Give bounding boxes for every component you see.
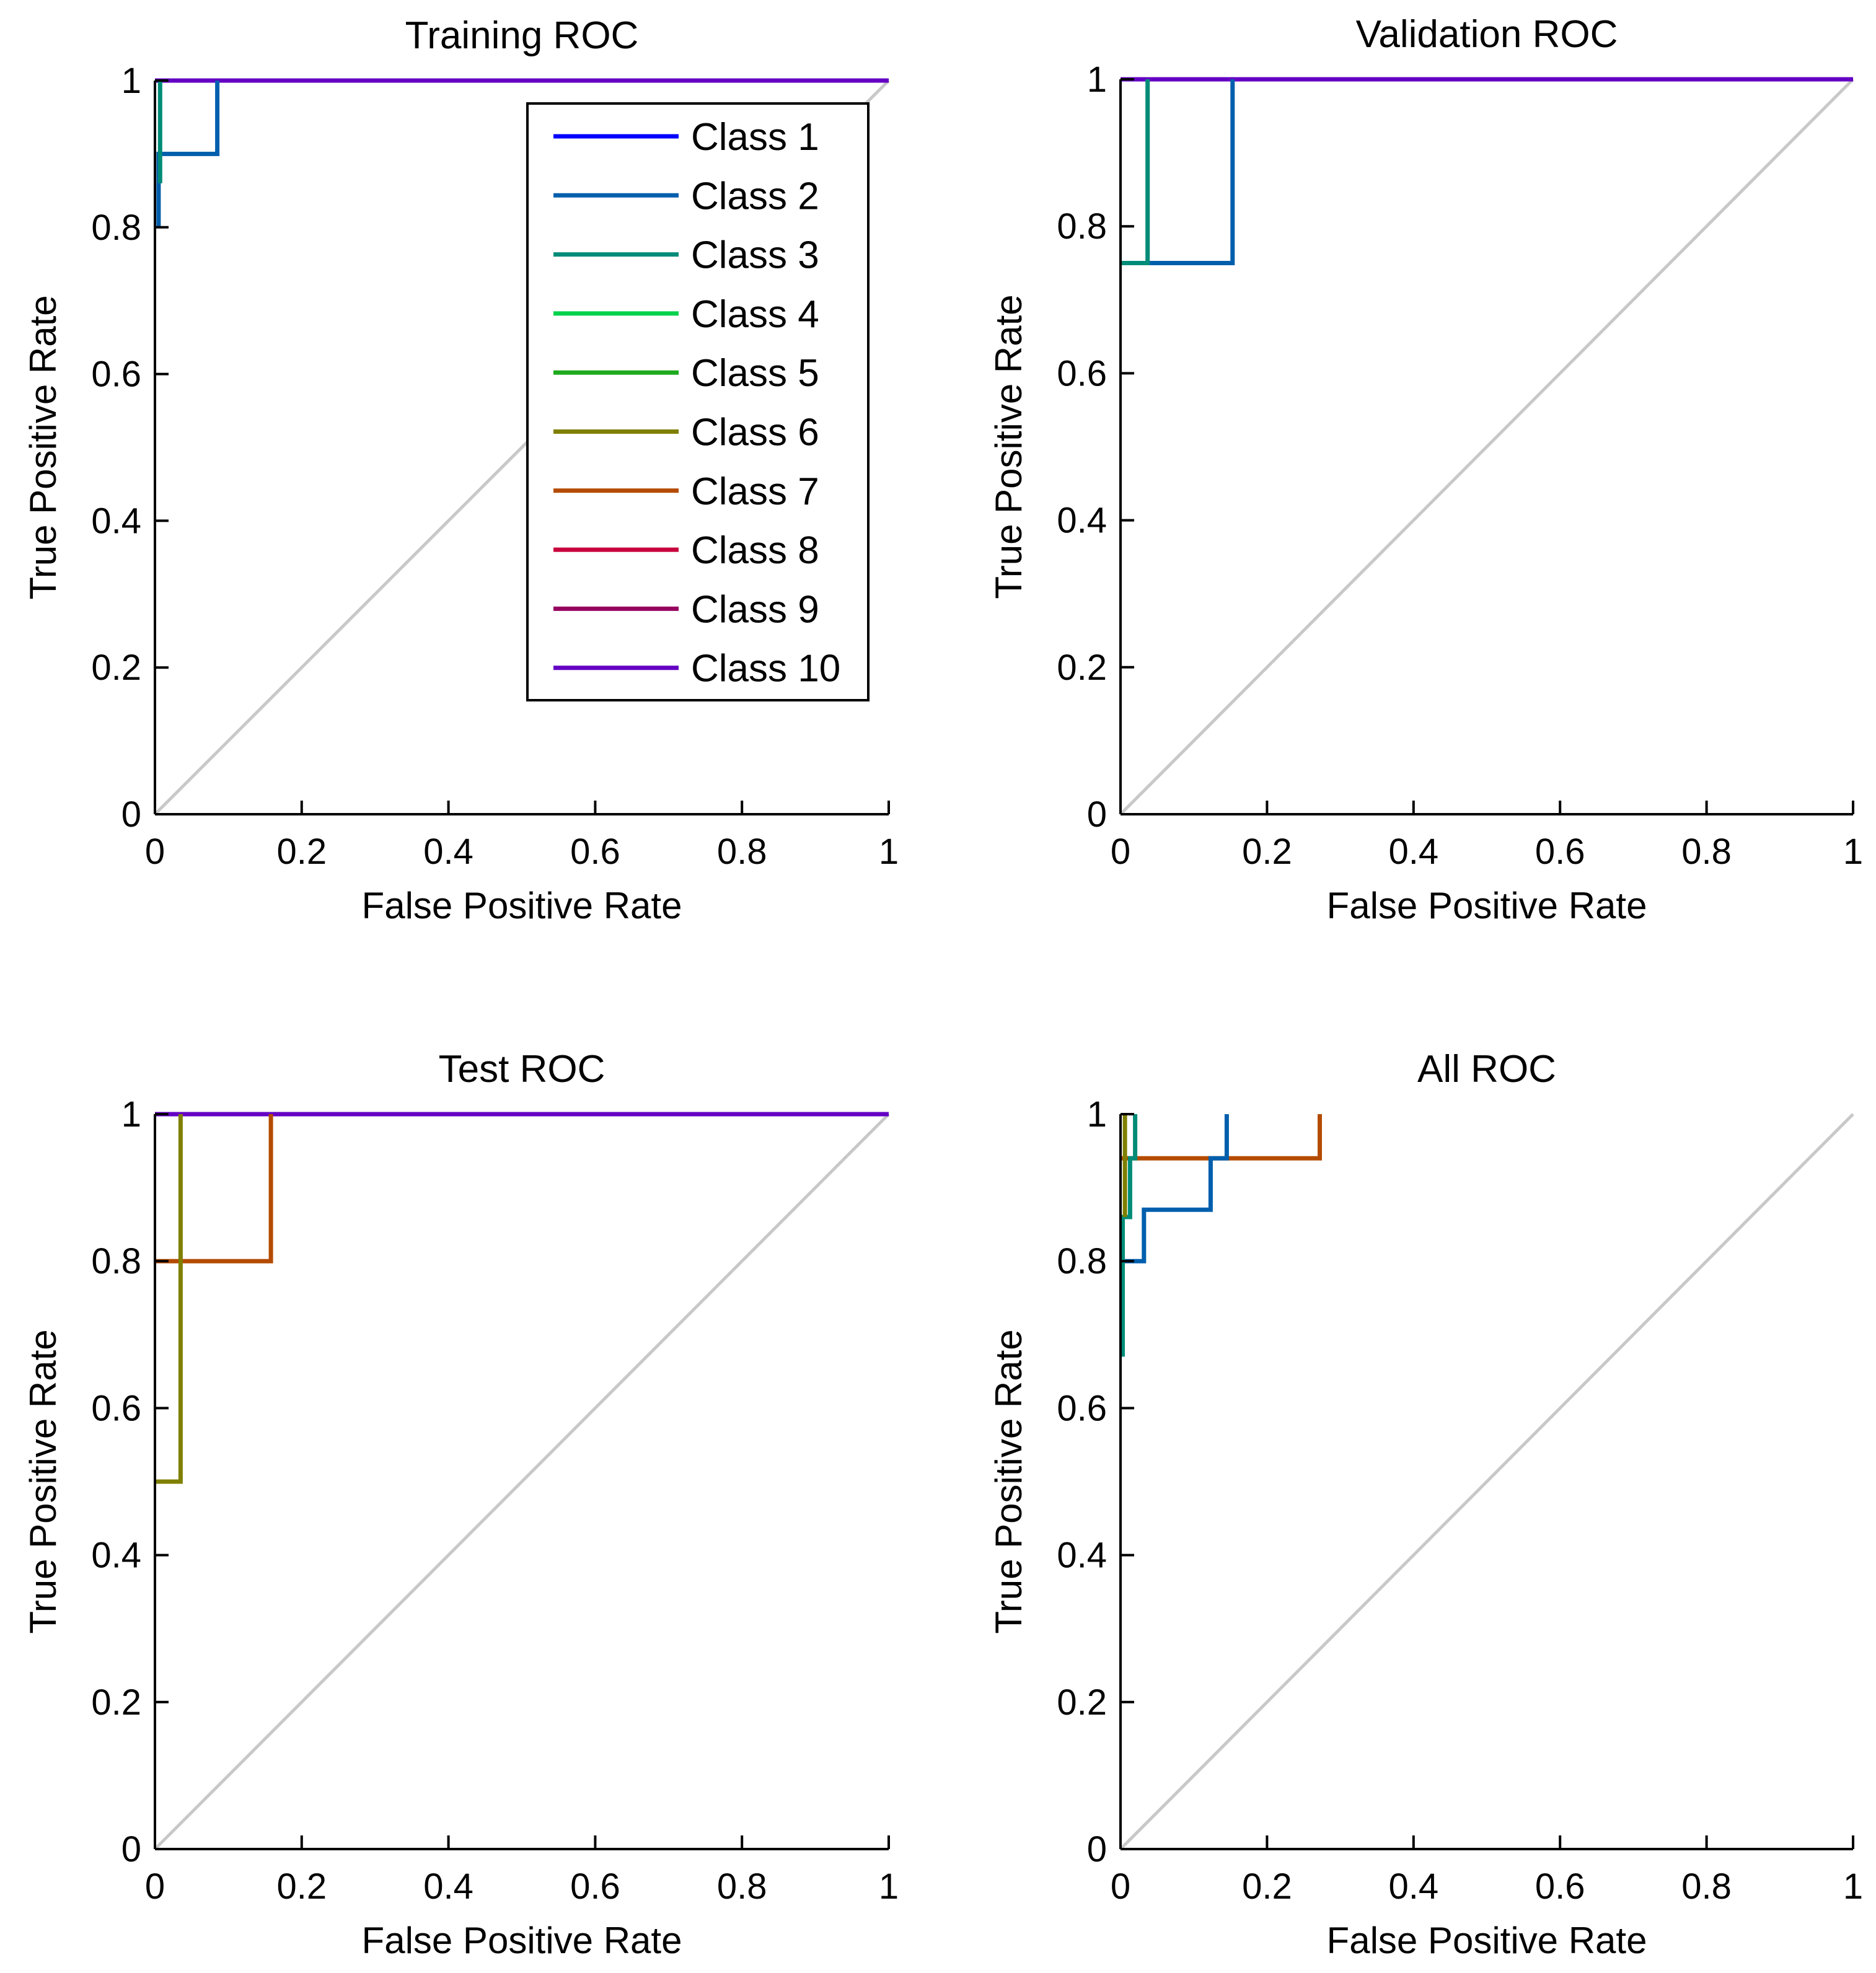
- x-tick-label: 1: [879, 1866, 899, 1907]
- y-tick-label: 0.2: [91, 648, 141, 688]
- roc-curve-class-2: [1121, 79, 1235, 265]
- y-tick-label: 0.6: [91, 1388, 141, 1428]
- x-tick-label: 0.2: [1242, 832, 1292, 872]
- y-tick-label: 0.8: [91, 1241, 141, 1281]
- y-axis-label: True Positive Rate: [988, 294, 1029, 599]
- x-tick-label: 0.4: [1388, 832, 1438, 872]
- legend-label: Class 8: [691, 529, 819, 572]
- x-tick-label: 0.2: [276, 1866, 327, 1907]
- legend-label: Class 2: [691, 175, 819, 218]
- chance-diagonal: [154, 1113, 890, 1850]
- x-axis-label: False Positive Rate: [362, 1920, 682, 1961]
- roc-curve-class-2: [156, 81, 220, 227]
- y-tick-label: 1: [121, 61, 141, 101]
- x-tick-label: 0: [1111, 1866, 1130, 1907]
- roc-panel-2: Test ROC 0 0.2 0.4 0.6 0.8 1 0 0.2 0.4 0.6 0.8 1 Fals…: [22, 1048, 899, 1961]
- legend-label: Class 10: [691, 648, 840, 690]
- roc-curve-class-6: [155, 1114, 183, 1484]
- x-tick-label: 0: [1111, 832, 1130, 872]
- chance-diagonal: [1119, 1113, 1854, 1850]
- y-tick-label: 0.2: [1057, 1682, 1107, 1723]
- y-tick-label: 0.2: [1057, 648, 1107, 688]
- y-axis-label: True Positive Rate: [988, 1329, 1029, 1633]
- y-tick-label: 1: [1087, 1094, 1107, 1135]
- y-tick-label: 0: [121, 1829, 141, 1870]
- x-tick-label: 0.6: [570, 1866, 620, 1907]
- roc-curve-class-3: [1121, 79, 1150, 265]
- x-tick-label: 0.8: [1681, 1866, 1732, 1907]
- legend-label: Class 1: [691, 116, 819, 159]
- roc-curve-class-7: [155, 1114, 273, 1263]
- x-tick-label: 0.8: [1681, 832, 1732, 872]
- x-tick-label: 0.2: [276, 832, 327, 872]
- x-tick-label: 0.6: [1535, 832, 1585, 872]
- y-tick-label: 0.4: [1057, 501, 1107, 541]
- chart-title: Validation ROC: [1356, 13, 1618, 56]
- x-axis-label: False Positive Rate: [362, 885, 682, 926]
- x-tick-label: 0: [145, 832, 165, 872]
- y-tick-label: 0.8: [1057, 206, 1107, 247]
- legend-box: [526, 102, 870, 701]
- legend-label: Class 6: [691, 411, 819, 454]
- y-tick-label: 1: [1087, 59, 1107, 100]
- y-axis-label: True Positive Rate: [22, 295, 64, 599]
- roc-curve-class-2: [1124, 1114, 1229, 1263]
- x-tick-label: 0: [145, 1866, 165, 1907]
- y-tick-label: 0.6: [1057, 353, 1107, 393]
- y-tick-label: 0: [1087, 794, 1107, 835]
- roc-panel-1: Validation ROC 0 0.2 0.4 0.6 0.8 1 0 0.2 0.4 0.6 0.…: [988, 13, 1863, 926]
- y-tick-label: 0: [121, 794, 141, 835]
- legend-label: Class 7: [691, 470, 819, 513]
- roc-panel-3: All ROC 0 0.2 0.4 0.6 0.8 1 0 0.2 0.4 0.6 0.8 1 False…: [988, 1048, 1863, 1961]
- x-tick-label: 0.4: [423, 832, 473, 872]
- y-tick-label: 0.4: [91, 501, 141, 541]
- y-tick-label: 0.8: [91, 208, 141, 248]
- legend-label: Class 3: [691, 234, 819, 277]
- x-tick-label: 0.6: [1535, 1866, 1585, 1907]
- x-axis-label: False Positive Rate: [1327, 885, 1647, 926]
- y-tick-label: 1: [121, 1094, 141, 1135]
- y-tick-label: 0.6: [91, 354, 141, 395]
- x-tick-label: 0.4: [1388, 1866, 1438, 1907]
- x-axis-label: False Positive Rate: [1327, 1920, 1647, 1961]
- y-tick-label: 0.4: [1057, 1536, 1107, 1576]
- legend-label: Class 5: [691, 352, 819, 395]
- chart-title: Test ROC: [439, 1048, 606, 1091]
- y-tick-label: 0.4: [91, 1536, 141, 1576]
- y-tick-label: 0: [1087, 1829, 1107, 1870]
- x-tick-label: 0.8: [717, 1866, 767, 1907]
- x-tick-label: 1: [1843, 1866, 1863, 1907]
- chart-title: Training ROC: [405, 14, 639, 57]
- roc-curve-class-3: [1121, 1114, 1138, 1357]
- chart-title: All ROC: [1417, 1048, 1556, 1091]
- y-axis-label: True Positive Rate: [22, 1329, 64, 1633]
- x-tick-label: 0.2: [1242, 1866, 1292, 1907]
- x-tick-label: 1: [879, 832, 899, 872]
- y-tick-label: 0.6: [1057, 1388, 1107, 1428]
- y-tick-label: 0.8: [1057, 1241, 1107, 1281]
- x-tick-label: 0.8: [717, 832, 767, 872]
- legend: Class 1 Class 2 Class 3 Class 4 Class 5 Class…: [526, 102, 870, 701]
- roc-panel-0: Training ROC 0 0.2 0.4 0.6 0.8 1 0 0.2 0.4 0.6 0.8 1…: [22, 14, 899, 926]
- legend-label: Class 4: [691, 293, 819, 336]
- roc-curve-class-7: [1121, 1114, 1322, 1161]
- x-tick-label: 0.4: [423, 1866, 473, 1907]
- legend-label: Class 9: [691, 588, 819, 631]
- y-tick-label: 0.2: [91, 1682, 141, 1723]
- x-tick-label: 1: [1843, 832, 1863, 872]
- chance-diagonal: [1119, 78, 1854, 815]
- x-tick-label: 0.6: [570, 832, 620, 872]
